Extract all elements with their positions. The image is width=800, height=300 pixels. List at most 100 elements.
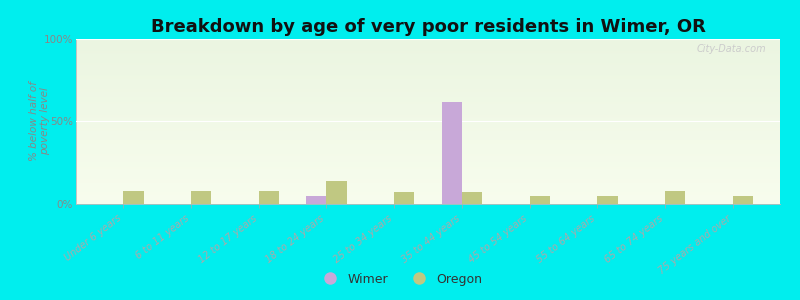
Bar	[76, 150, 780, 151]
Bar	[665, 191, 686, 204]
Bar	[76, 134, 780, 135]
Bar	[76, 63, 780, 64]
Bar	[76, 160, 780, 161]
Y-axis label: % below half of
poverty level: % below half of poverty level	[29, 82, 50, 161]
Bar	[76, 192, 780, 193]
Bar	[76, 112, 780, 113]
Bar	[76, 81, 780, 82]
Bar	[76, 144, 780, 145]
Bar	[76, 88, 780, 89]
Bar	[76, 117, 780, 118]
Bar	[76, 97, 780, 98]
Bar	[76, 62, 780, 63]
Bar	[76, 196, 780, 197]
Bar	[76, 168, 780, 169]
Bar	[76, 194, 780, 195]
Bar	[76, 86, 780, 87]
Bar	[76, 64, 780, 65]
Bar	[76, 152, 780, 153]
Bar	[76, 83, 780, 84]
Bar	[76, 179, 780, 180]
Bar	[76, 178, 780, 179]
Bar	[76, 98, 780, 99]
Bar	[76, 190, 780, 191]
Bar	[76, 170, 780, 171]
Bar	[76, 180, 780, 181]
Bar	[76, 130, 780, 131]
Bar	[76, 177, 780, 178]
Bar	[76, 189, 780, 190]
Bar	[76, 137, 780, 138]
Bar	[76, 159, 780, 160]
Bar	[76, 124, 780, 125]
Bar	[530, 196, 550, 204]
Bar	[76, 153, 780, 154]
Bar	[76, 59, 780, 60]
Bar	[76, 195, 780, 196]
Bar	[76, 140, 780, 141]
Bar	[76, 105, 780, 106]
Bar	[76, 115, 780, 116]
Bar	[76, 171, 780, 172]
Bar	[76, 154, 780, 155]
Bar	[76, 82, 780, 83]
Bar	[76, 72, 780, 73]
Bar	[76, 146, 780, 147]
Bar	[76, 120, 780, 121]
Bar	[76, 138, 780, 139]
Bar	[76, 158, 780, 159]
Bar	[76, 93, 780, 94]
Bar	[76, 116, 780, 117]
Bar	[76, 145, 780, 146]
Bar	[76, 61, 780, 62]
Bar	[76, 167, 780, 168]
Bar	[76, 51, 780, 52]
Bar	[76, 149, 780, 150]
Bar	[76, 164, 780, 165]
Bar	[76, 114, 780, 115]
Bar	[76, 126, 780, 127]
Bar	[76, 118, 780, 119]
Bar	[76, 148, 780, 149]
Bar	[76, 111, 780, 112]
Bar	[76, 74, 780, 75]
Bar	[76, 198, 780, 199]
Bar	[123, 191, 144, 204]
Bar	[76, 165, 780, 166]
Bar	[76, 54, 780, 55]
Bar	[76, 135, 780, 136]
Bar	[76, 100, 780, 101]
Bar	[76, 186, 780, 187]
Bar	[76, 46, 780, 47]
Bar	[76, 106, 780, 107]
Bar	[76, 101, 780, 102]
Bar	[76, 113, 780, 114]
Bar	[76, 110, 780, 111]
Bar	[76, 90, 780, 91]
Bar	[76, 94, 780, 95]
Bar	[76, 76, 780, 77]
Bar	[76, 103, 780, 104]
Bar	[76, 185, 780, 186]
Bar	[76, 161, 780, 162]
Bar	[76, 48, 780, 49]
Bar	[76, 139, 780, 140]
Bar	[76, 121, 780, 122]
Bar	[76, 65, 780, 66]
Bar	[76, 60, 780, 61]
Bar	[76, 143, 780, 144]
Bar	[76, 128, 780, 129]
Bar	[76, 85, 780, 86]
Bar	[76, 77, 780, 78]
Bar	[76, 141, 780, 142]
Bar	[76, 201, 780, 202]
Bar	[76, 84, 780, 85]
Bar	[76, 191, 780, 192]
Bar	[76, 123, 780, 124]
Bar	[76, 95, 780, 96]
Bar	[76, 58, 780, 59]
Bar	[76, 39, 780, 40]
Bar	[76, 50, 780, 51]
Bar	[76, 133, 780, 134]
Title: Breakdown by age of very poor residents in Wimer, OR: Breakdown by age of very poor residents …	[150, 18, 706, 36]
